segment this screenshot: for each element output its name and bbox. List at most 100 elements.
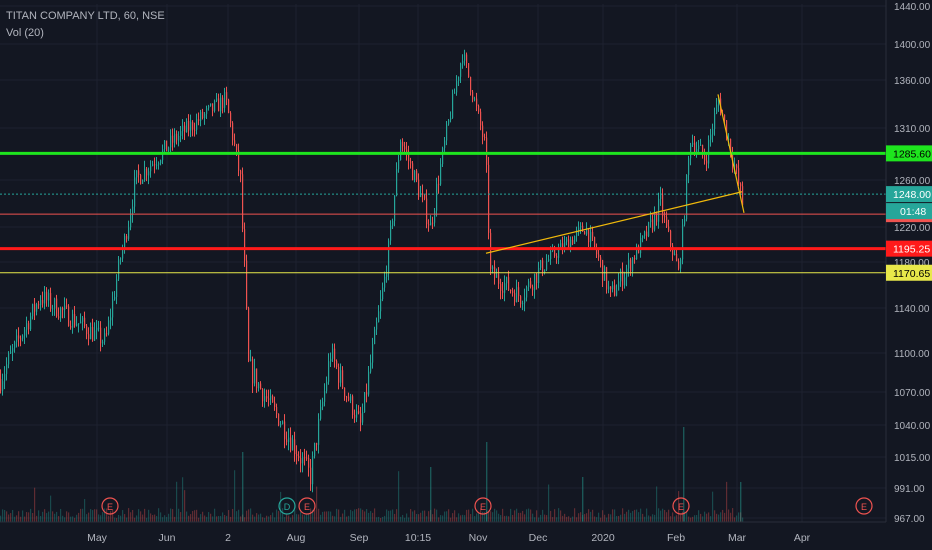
candle-body	[436, 183, 438, 211]
volume-bar	[86, 514, 88, 522]
volume-bar	[480, 508, 482, 522]
candle-body	[406, 149, 408, 153]
volume-bar	[342, 513, 344, 522]
volume-bar	[176, 481, 178, 522]
y-tick-label: 967.00	[894, 514, 925, 525]
candle-body	[364, 392, 366, 412]
candle-body	[260, 383, 262, 390]
candle-body	[58, 316, 60, 318]
candle-body	[724, 114, 726, 121]
candle-body	[644, 231, 646, 236]
volume-bar	[272, 512, 274, 522]
candle-body	[100, 327, 102, 344]
volume-bar	[152, 515, 154, 522]
candle-body	[222, 97, 224, 108]
candle-body	[414, 170, 416, 181]
volume-bar	[682, 511, 684, 522]
volume-bar	[310, 508, 312, 522]
candle-body	[558, 248, 560, 258]
volume-bar	[144, 508, 146, 522]
earnings-marker[interactable]: E	[298, 497, 316, 515]
candle-body	[512, 290, 514, 294]
x-tick-label: Aug	[287, 532, 306, 544]
candle-body	[614, 285, 616, 296]
candle-body	[666, 216, 668, 227]
volume-bar	[494, 508, 496, 522]
volume-bar	[652, 514, 654, 522]
candle-body	[424, 195, 426, 199]
earnings-marker[interactable]: E	[672, 497, 690, 515]
candle-body	[90, 327, 92, 340]
candle-body	[16, 335, 18, 342]
volume-bar	[98, 514, 100, 522]
volume-bar	[684, 511, 686, 522]
candle-body	[446, 124, 448, 141]
volume-bar	[62, 515, 64, 522]
candle-body	[402, 141, 404, 147]
volume-bar	[634, 509, 636, 522]
volume-bar	[546, 515, 548, 522]
volume-bar	[262, 517, 264, 522]
volume-bar	[306, 513, 308, 522]
candle-body	[176, 133, 178, 141]
candle-body	[566, 239, 568, 242]
candle-body	[602, 260, 604, 281]
volume-bar	[660, 510, 662, 522]
candle-body	[152, 164, 154, 166]
candle-body	[634, 257, 636, 260]
volume-bar	[416, 513, 418, 522]
candle-body	[604, 267, 606, 281]
candle-body	[184, 125, 186, 133]
volume-bar	[290, 517, 292, 522]
red-level-axis-badge	[886, 240, 932, 257]
volume-bar	[364, 511, 366, 522]
candle-body	[740, 183, 742, 187]
volume-bar	[318, 508, 320, 522]
earnings-marker[interactable]: E	[101, 497, 119, 515]
volume-bar	[638, 512, 640, 522]
candle-body	[102, 341, 104, 344]
volume-bar	[658, 508, 660, 522]
candle-body	[546, 260, 548, 270]
volume-bar	[78, 512, 80, 522]
volume-bar	[30, 508, 32, 522]
candle-body	[126, 236, 128, 239]
volume-bar	[450, 517, 452, 522]
volume-bar	[22, 510, 24, 522]
candle-body	[392, 220, 394, 226]
volume-bar	[578, 513, 580, 522]
candle-body	[32, 304, 34, 317]
candle-body	[326, 381, 328, 392]
volume-bar	[656, 486, 658, 522]
candle-body	[454, 92, 456, 94]
earnings-marker[interactable]: E	[474, 497, 492, 515]
volume-bar	[458, 513, 460, 522]
volume-bar	[446, 511, 448, 522]
candle-body	[650, 219, 652, 223]
volume-bar	[266, 515, 268, 522]
candle-body	[328, 361, 330, 382]
earnings-marker[interactable]: E	[855, 497, 873, 515]
candle-body	[554, 248, 556, 256]
volume-bar	[376, 517, 378, 522]
candle-body	[704, 154, 706, 161]
volume-bar	[554, 509, 556, 522]
volume-bar	[252, 514, 254, 522]
volume-bar	[448, 509, 450, 522]
volume-bar	[614, 509, 616, 522]
volume-bar	[650, 516, 652, 522]
candle-body	[294, 439, 296, 455]
dividend-marker[interactable]: D	[278, 497, 296, 515]
candle-body	[684, 219, 686, 225]
candle-body	[248, 308, 250, 361]
volume-bar	[534, 517, 536, 522]
candle-body	[94, 330, 96, 341]
candle-body	[228, 99, 230, 113]
candle-body	[516, 287, 518, 302]
volume-bar	[320, 514, 322, 522]
candle-body	[22, 335, 24, 339]
volume-bar	[232, 508, 234, 522]
volume-bar	[82, 508, 84, 522]
volume-bar	[648, 515, 650, 522]
